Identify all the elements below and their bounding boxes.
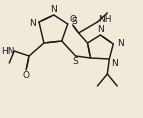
Text: S: S bbox=[73, 57, 79, 67]
Text: N: N bbox=[97, 25, 104, 34]
Text: HN: HN bbox=[2, 46, 15, 55]
Text: O: O bbox=[23, 72, 30, 80]
Text: N: N bbox=[117, 40, 124, 48]
Text: N: N bbox=[111, 59, 118, 69]
Text: N: N bbox=[50, 4, 57, 13]
Text: NH: NH bbox=[99, 15, 112, 23]
Text: S: S bbox=[72, 17, 78, 27]
Text: O: O bbox=[69, 15, 76, 25]
Text: N: N bbox=[29, 19, 35, 27]
